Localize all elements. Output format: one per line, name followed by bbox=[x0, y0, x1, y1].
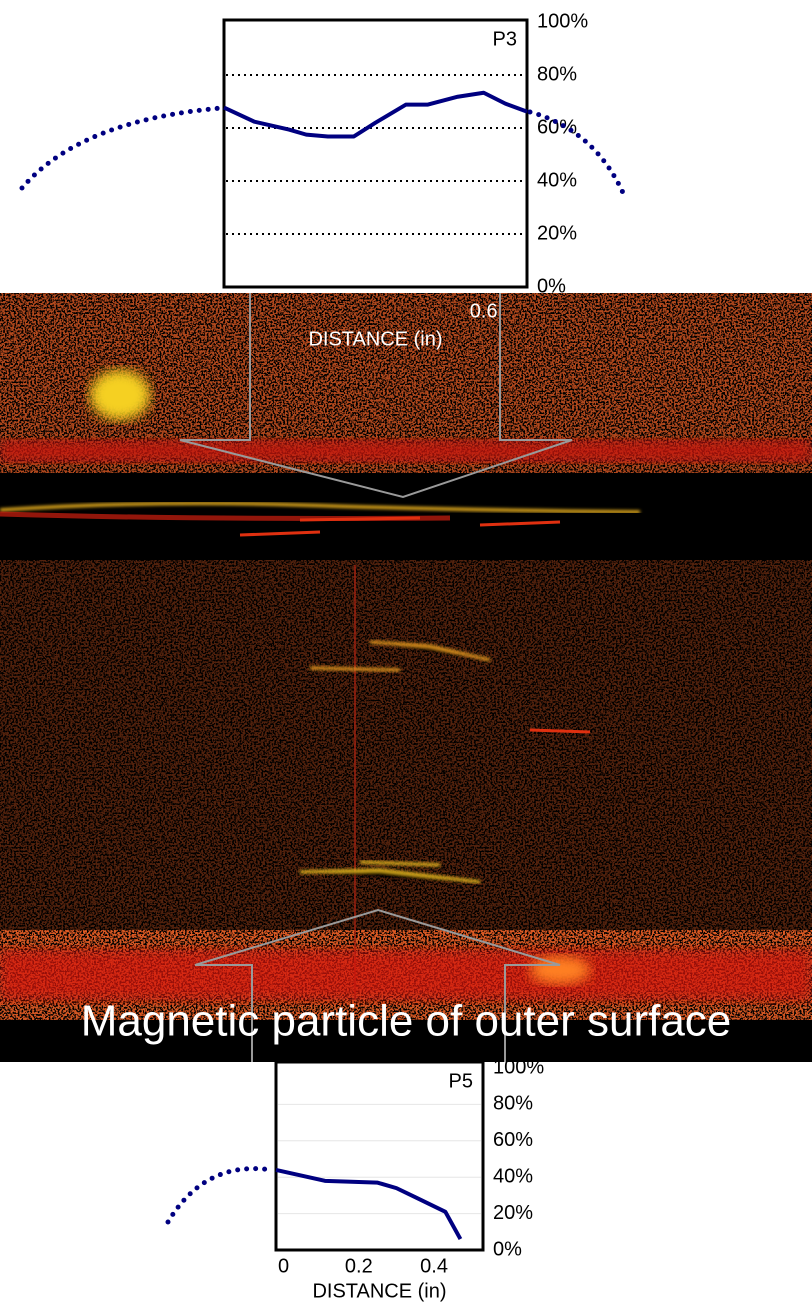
y-tick-label: 40% bbox=[537, 169, 577, 191]
y-tick-label: 0% bbox=[537, 275, 566, 297]
y-tick-label: 20% bbox=[537, 222, 577, 244]
y-tick-label: 20% bbox=[493, 1202, 533, 1224]
y-tick-label: 100% bbox=[537, 10, 588, 32]
y-tick-label: 80% bbox=[537, 63, 577, 85]
x-tick-label: 0.2 bbox=[345, 1255, 373, 1277]
x-tick-label: 0.6 bbox=[470, 300, 498, 322]
x-axis-label: DISTANCE (in) bbox=[312, 1280, 446, 1302]
series-label: P5 bbox=[449, 1070, 473, 1092]
x-axis-label: DISTANCE (in) bbox=[308, 328, 442, 350]
slide: 0% 20% 40% 60% 80% 100% 0 0.2 0.4 DISTANCE (in) P5… bbox=[0, 0, 812, 1309]
extrapolation-dots bbox=[168, 1169, 272, 1222]
extrapolation-dots bbox=[22, 108, 222, 188]
series-label: P3 bbox=[493, 28, 517, 50]
micrograph: Magnetic particle of outer surface bbox=[0, 293, 812, 1062]
x-tick-label: 0 bbox=[278, 1255, 289, 1277]
x-tick-label: 0.4 bbox=[420, 1255, 448, 1277]
y-tick-label: 80% bbox=[493, 1093, 533, 1115]
caption: Magnetic particle of outer surface bbox=[81, 997, 732, 1046]
y-tick-label: 60% bbox=[537, 116, 577, 138]
y-tick-label: 0% bbox=[493, 1238, 522, 1260]
y-tick-label: 40% bbox=[493, 1165, 533, 1187]
y-tick-label: 60% bbox=[493, 1129, 533, 1151]
plot-frame bbox=[224, 20, 527, 287]
